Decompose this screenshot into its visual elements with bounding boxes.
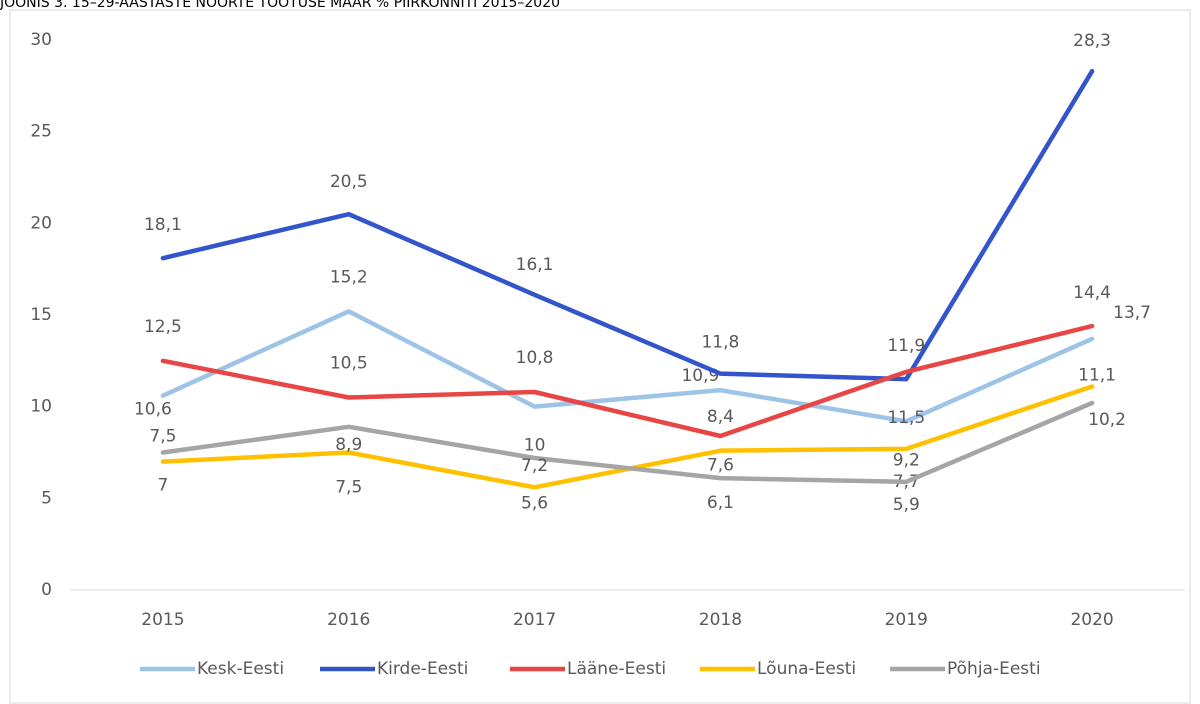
x-tick-label: 2019 [885,610,928,630]
data-label: 8,9 [335,435,362,455]
y-tick-label: 10 [30,397,52,417]
data-label: 16,1 [516,255,554,275]
data-label: 11,1 [1078,366,1116,386]
data-label: 11,9 [887,336,925,356]
y-tick-label: 30 [30,30,52,50]
series-line [160,323,1095,439]
data-label: 10,8 [516,348,554,368]
data-label: 7,2 [521,456,548,476]
data-label: 10,6 [134,400,172,420]
x-tick-label: 2017 [513,610,556,630]
data-label: 5,9 [893,495,920,515]
data-label: 14,4 [1073,283,1111,303]
y-tick-label: 5 [41,488,52,508]
data-label: 10,2 [1088,410,1126,430]
legend-label: Kesk-Eesti [197,659,284,679]
data-label: 7,6 [707,456,734,476]
data-label: 18,1 [144,215,182,235]
data-label: 7 [158,476,169,496]
data-label: 11,5 [887,408,925,428]
data-label: 11,8 [701,333,739,353]
y-tick-label: 25 [30,122,52,142]
data-label: 20,5 [330,172,368,192]
x-tick-label: 2016 [327,610,370,630]
data-label: 6,1 [707,493,734,513]
chart-frame [9,9,1191,704]
legend-label: Kirde-Eesti [377,659,468,679]
y-tick-label: 20 [30,213,52,233]
data-label: 7,5 [149,427,176,447]
x-tick-label: 2020 [1070,610,1113,630]
data-label: 13,7 [1113,303,1151,323]
data-label: 8,4 [707,407,734,427]
data-label: 7,5 [335,478,362,498]
series-line [160,400,1095,485]
x-tick-label: 2018 [699,610,742,630]
y-tick-label: 15 [30,305,52,325]
x-tick-label: 2015 [141,610,184,630]
data-label: 5,6 [521,493,548,513]
data-label: 12,5 [144,317,182,337]
data-label: 28,3 [1073,31,1111,51]
series-line [160,309,1095,424]
legend-label: Lääne-Eesti [567,659,666,679]
legend-label: Põhja-Eesti [947,659,1041,679]
legend-label: Lõuna-Eesti [757,659,856,679]
data-label: 9,2 [893,450,920,470]
chart-title: JOONIS 3. 15–29-AASTASTE NOORTE TÖÖTUSE … [0,0,560,11]
data-label: 10,5 [330,354,368,374]
data-label: 10 [524,436,546,456]
y-tick-label: 0 [41,580,52,600]
series-line [160,68,1095,382]
data-label: 15,2 [330,267,368,287]
